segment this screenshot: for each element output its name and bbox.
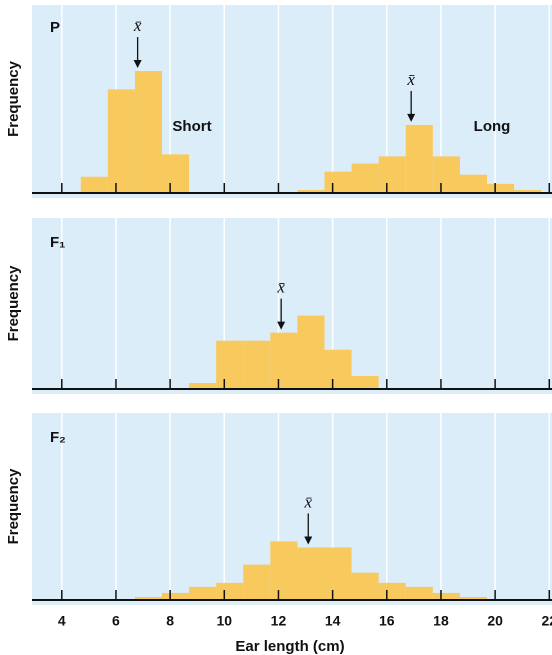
bar [189,586,217,600]
bar [324,171,352,193]
bar [243,564,271,600]
bar [351,572,379,600]
y-axis-label: Frequency [5,60,22,137]
x-tick-label: 8 [166,613,174,629]
bar [162,592,190,600]
x-tick-label: 22 [542,613,552,629]
mean-arrowhead [133,60,142,69]
bar [324,349,352,389]
bar [514,189,542,193]
bar [297,189,325,193]
bar [324,547,352,600]
x-tick-label: 16 [379,613,395,629]
bar [134,71,162,193]
x-tick-label: 10 [217,613,233,629]
series-label: Long [474,118,511,135]
panel-label: P [50,19,60,36]
bar [216,582,244,600]
bar [189,382,217,389]
x-tick-label: 18 [433,613,449,629]
series-label: Short [172,118,211,135]
bar [459,596,487,600]
bar [216,340,244,389]
bar [134,596,162,600]
bar [378,582,406,600]
x-tick-label: 20 [487,613,503,629]
x-tick-label: 4 [58,613,66,629]
bar [405,586,433,600]
bar [487,183,515,193]
y-axis-label: Frequency [5,468,22,545]
mean-arrowhead [407,113,416,122]
bar [297,315,325,389]
mean-label: x̄ [406,70,415,89]
bar [297,547,325,600]
mean-label: x̄ [133,16,142,35]
bar [270,541,298,600]
x-axis-label: Ear length (cm) [235,638,344,655]
mean-label: x̄ [303,492,312,511]
panel-label: F₂ [50,429,66,446]
y-axis-label: Frequency [5,265,22,342]
bar [432,156,460,193]
bar [405,124,433,193]
x-tick-label: 6 [112,613,120,629]
panel-label: F₁ [50,234,65,251]
bar [270,332,298,389]
bar [162,154,190,193]
mean-arrowhead [304,536,313,545]
x-tick-label: 14 [325,613,341,629]
mean-label: x̄ [276,278,285,297]
bar [243,340,271,389]
bar [351,163,379,193]
x-tick-label: 12 [271,613,287,629]
bar [351,375,379,389]
bar [432,592,460,600]
bar [378,156,406,193]
bar [107,89,135,193]
mean-arrowhead [277,321,286,330]
bar [80,176,108,193]
bar [459,174,487,193]
